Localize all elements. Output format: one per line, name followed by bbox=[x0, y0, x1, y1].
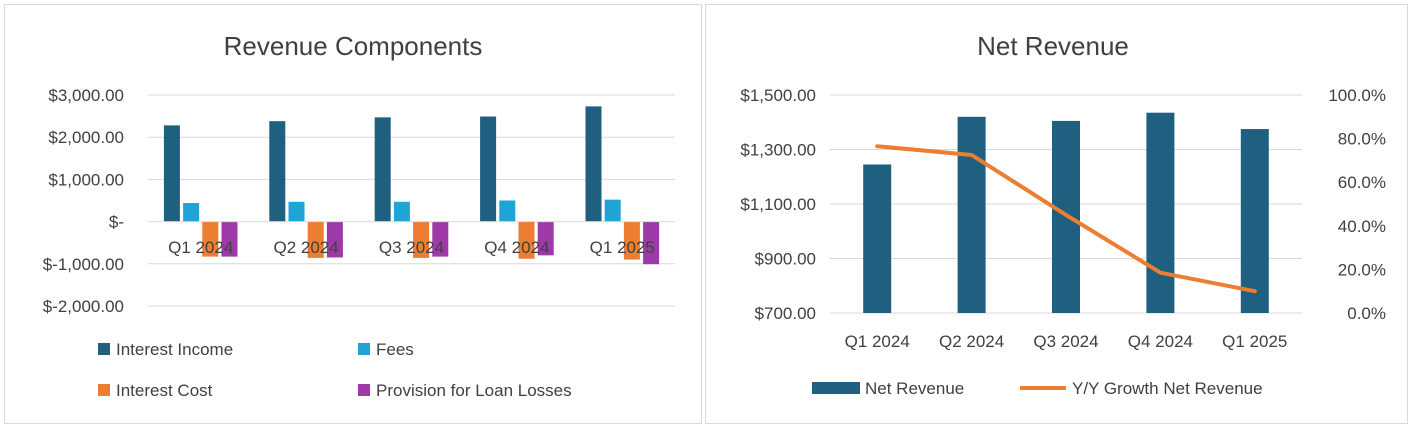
y-tick-label: $-2,000.00 bbox=[43, 297, 124, 316]
legend-swatch-provision-for-loan-losses bbox=[358, 384, 370, 396]
y-tick-label: $1,100.00 bbox=[740, 195, 816, 214]
y2-tick-label: 80.0% bbox=[1338, 130, 1386, 149]
x-tick-label: Q4 2024 bbox=[1128, 332, 1193, 351]
y2-tick-label: 0.0% bbox=[1347, 304, 1386, 323]
bar-fees bbox=[604, 199, 621, 222]
y-tick-label: $900.00 bbox=[755, 250, 816, 269]
legend-swatch-fees bbox=[358, 343, 370, 355]
legend-label-provision-for-loan-losses: Provision for Loan Losses bbox=[376, 381, 572, 400]
line-yy-growth-net-revenue bbox=[875, 144, 1257, 294]
bar-interest-income bbox=[269, 121, 286, 222]
bar-provision-for-loan-losses bbox=[643, 221, 660, 265]
bar-net-revenue bbox=[1146, 112, 1175, 314]
y2-tick-label: 60.0% bbox=[1338, 173, 1386, 192]
x-tick-label: Q4 2024 bbox=[484, 238, 549, 257]
y-tick-label: $3,000.00 bbox=[48, 86, 124, 105]
chart-title: Revenue Components bbox=[224, 31, 483, 61]
legend-swatch-interest-income bbox=[98, 343, 110, 355]
revenue-components-chart: Revenue Components $3,000.00 $2,000.00 $1,0… bbox=[43, 31, 675, 400]
bar-net-revenue bbox=[863, 164, 892, 313]
bar-interest-income bbox=[480, 116, 497, 222]
y-tick-label: $1,000.00 bbox=[48, 170, 124, 189]
x-tick-label: Q1 2024 bbox=[168, 238, 233, 257]
y2-tick-label: 20.0% bbox=[1338, 260, 1386, 279]
bar-interest-income bbox=[585, 106, 602, 222]
bar-fees bbox=[393, 201, 410, 222]
bar-provision-for-loan-losses bbox=[537, 221, 554, 256]
y2-tick-label: 40.0% bbox=[1338, 217, 1386, 236]
net-revenue-chart: Net Revenue $1,500.00 $1,300.00 $1,100.00 $9… bbox=[740, 31, 1386, 398]
bar-interest-cost bbox=[413, 221, 430, 258]
bar-interest-income bbox=[163, 125, 180, 222]
y-tick-label: $1,500.00 bbox=[740, 86, 816, 105]
y-tick-label: $-1,000.00 bbox=[43, 255, 124, 274]
bar-fees bbox=[183, 203, 200, 222]
x-tick-label: Q1 2025 bbox=[590, 238, 655, 257]
x-tick-label: Q1 2025 bbox=[1222, 332, 1287, 351]
legend-swatch-net-revenue bbox=[812, 382, 860, 394]
x-tick-label: Q3 2024 bbox=[1033, 332, 1098, 351]
bar-net-revenue bbox=[957, 116, 986, 313]
y-tick-label: $2,000.00 bbox=[48, 128, 124, 147]
x-tick-label: Q3 2024 bbox=[379, 238, 444, 257]
legend-label-net-revenue: Net Revenue bbox=[865, 379, 964, 398]
bar-provision-for-loan-losses bbox=[221, 221, 238, 257]
x-tick-label: Q1 2024 bbox=[845, 332, 910, 351]
legend-label-interest-cost: Interest Cost bbox=[116, 381, 213, 400]
bar-provision-for-loan-losses bbox=[432, 221, 449, 257]
legend-label-fees: Fees bbox=[376, 340, 414, 359]
y2-tick-label: 100.0% bbox=[1328, 86, 1386, 105]
bar-interest-cost bbox=[623, 221, 640, 260]
x-tick-label: Q2 2024 bbox=[939, 332, 1004, 351]
y-tick-label: $- bbox=[109, 213, 124, 232]
y-tick-label: $1,300.00 bbox=[740, 141, 816, 160]
legend-label-interest-income: Interest Income bbox=[116, 340, 233, 359]
bar-fees bbox=[288, 201, 305, 222]
bar-interest-income bbox=[374, 117, 391, 222]
legend-label-yy-growth-net-revenue: Y/Y Growth Net Revenue bbox=[1072, 379, 1263, 398]
bar-net-revenue bbox=[1240, 129, 1269, 313]
y-tick-label: $700.00 bbox=[755, 304, 816, 323]
bar-provision-for-loan-losses bbox=[326, 221, 343, 258]
legend-swatch-interest-cost bbox=[98, 384, 110, 396]
chart-title: Net Revenue bbox=[977, 31, 1129, 61]
bar-interest-cost bbox=[202, 221, 219, 257]
x-tick-label: Q2 2024 bbox=[273, 238, 338, 257]
bar-interest-cost bbox=[518, 221, 535, 259]
bar-fees bbox=[499, 200, 516, 222]
bar-interest-cost bbox=[307, 221, 324, 258]
